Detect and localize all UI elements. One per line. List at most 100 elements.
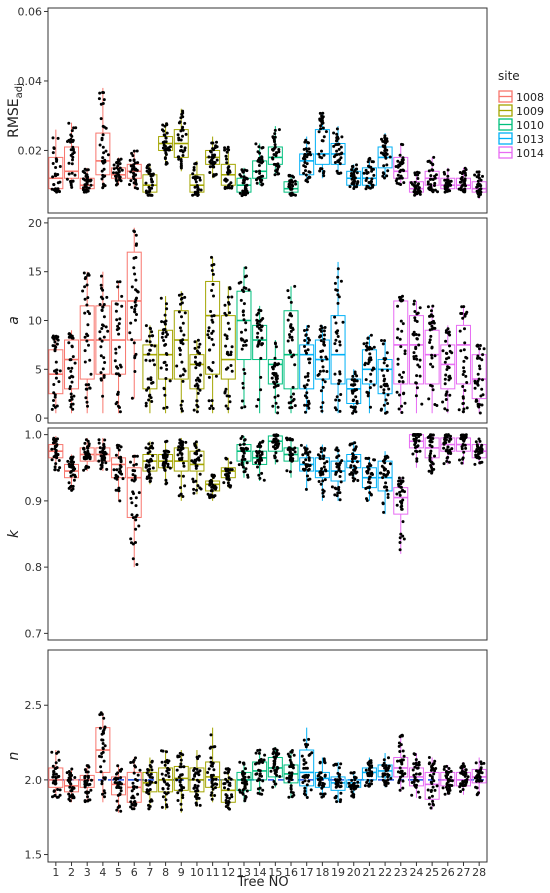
y-axis-label-subscript: adj [14, 83, 25, 98]
data-point [382, 361, 386, 365]
data-point [275, 374, 279, 378]
data-point [338, 370, 342, 374]
data-point [210, 318, 214, 322]
box-tree-11 [205, 255, 221, 414]
data-point [208, 165, 212, 169]
data-point [196, 793, 199, 797]
data-point [134, 504, 138, 508]
data-point [165, 782, 169, 786]
data-point [118, 781, 122, 784]
data-point [150, 768, 154, 772]
data-point [273, 132, 277, 136]
data-point [131, 473, 135, 477]
data-point [356, 780, 360, 784]
box-tree-8 [158, 749, 174, 810]
data-point [382, 164, 386, 168]
data-point [118, 317, 122, 321]
data-point [308, 477, 312, 481]
data-point [381, 342, 385, 346]
data-point [52, 455, 56, 459]
x-tick-label: 23 [394, 866, 408, 879]
data-point [449, 179, 453, 183]
data-point [116, 764, 120, 768]
data-point [179, 403, 183, 407]
data-point [224, 404, 228, 408]
data-point [334, 794, 338, 798]
data-point [400, 411, 404, 414]
data-point [385, 152, 389, 156]
data-point [99, 117, 103, 121]
data-point [261, 317, 265, 320]
data-point [144, 401, 148, 405]
data-point [370, 772, 374, 776]
data-point [161, 795, 165, 799]
data-point [388, 462, 392, 466]
data-point [446, 365, 450, 369]
data-point [209, 310, 213, 313]
data-point [165, 302, 168, 306]
data-point [367, 767, 371, 771]
data-point [149, 376, 153, 380]
data-point [166, 791, 170, 795]
box-tree-16 [283, 436, 299, 478]
data-point [416, 790, 420, 794]
data-point [306, 176, 310, 180]
data-point [240, 347, 244, 351]
data-point [258, 772, 262, 776]
data-point [165, 750, 168, 754]
data-point [478, 188, 482, 191]
data-point [50, 750, 54, 754]
data-point [195, 349, 199, 353]
data-point [448, 344, 451, 348]
data-point [210, 158, 214, 162]
data-point [288, 758, 292, 762]
data-point [465, 310, 469, 314]
data-point [432, 319, 435, 323]
data-point [322, 329, 326, 333]
data-point [275, 380, 279, 384]
data-point [319, 792, 323, 796]
data-point [254, 762, 257, 766]
x-tick-label: 25 [425, 866, 439, 879]
data-point [301, 781, 305, 784]
data-point [337, 152, 341, 156]
data-point [414, 394, 418, 398]
data-point [86, 272, 90, 276]
data-point [56, 173, 60, 176]
data-point [474, 455, 478, 459]
data-point [52, 391, 56, 395]
data-point [461, 402, 465, 406]
data-point [148, 393, 152, 397]
data-point [195, 755, 199, 759]
data-point [269, 769, 273, 773]
data-point [132, 266, 136, 270]
data-point [87, 186, 91, 190]
data-point [178, 438, 182, 442]
data-point [98, 330, 102, 334]
data-point [101, 792, 104, 796]
data-point [370, 160, 374, 164]
box-tree-11 [205, 136, 221, 179]
box-tree-14 [252, 142, 268, 187]
box-tree-28 [471, 437, 487, 466]
data-point [464, 779, 467, 783]
data-point [73, 173, 77, 177]
data-point [136, 161, 140, 165]
box-tree-5 [111, 280, 127, 414]
data-point [458, 329, 462, 333]
data-point [382, 374, 386, 378]
data-point [339, 798, 343, 802]
data-point [224, 387, 228, 391]
data-point [319, 355, 323, 359]
box-tree-22 [377, 451, 393, 515]
data-point [226, 771, 230, 775]
data-point [238, 173, 242, 177]
data-point [432, 803, 435, 807]
box-tree-1 [48, 334, 64, 414]
data-point [258, 792, 262, 796]
data-point [414, 785, 418, 789]
data-point [177, 775, 181, 779]
data-point [128, 158, 132, 162]
data-point [427, 802, 431, 806]
data-point [215, 158, 219, 162]
